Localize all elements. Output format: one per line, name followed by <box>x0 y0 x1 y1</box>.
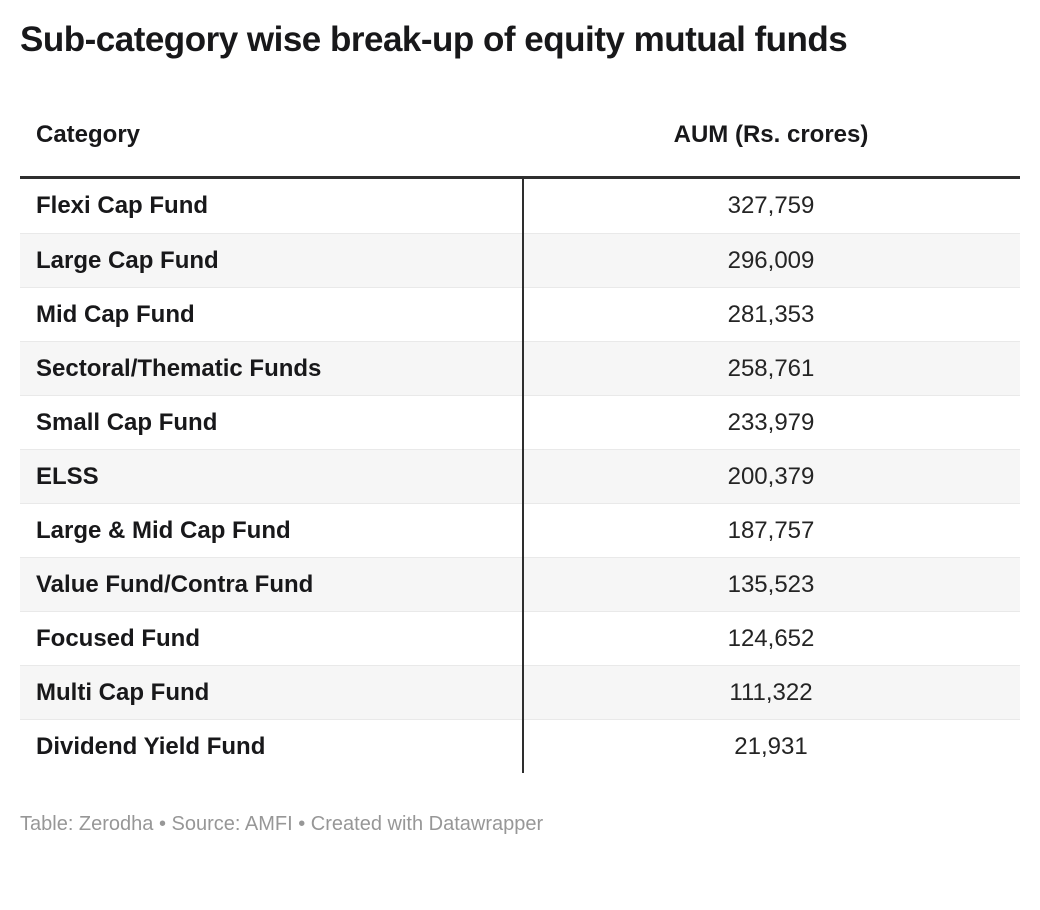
table-header-row: Category AUM (Rs. crores) <box>20 120 1020 179</box>
category-cell: Flexi Cap Fund <box>36 192 209 219</box>
aum-cell: 124,652 <box>727 624 815 652</box>
category-cell: Large Cap Fund <box>36 246 219 274</box>
category-cell: Dividend Yield Fund <box>36 732 266 760</box>
table-row: Multi Cap Fund 111,322 <box>20 665 1020 719</box>
aum-cell: 233,979 <box>727 408 815 436</box>
category-cell: ELSS <box>36 462 99 490</box>
data-table: Category AUM (Rs. crores) Flexi Cap Fund… <box>20 120 1020 773</box>
table-row: Focused Fund 124,652 <box>20 611 1020 665</box>
category-cell: Focused Fund <box>36 624 200 652</box>
table-row: Small Cap Fund 233,979 <box>20 395 1020 449</box>
page-title: Sub-category wise break-up of equity mut… <box>20 20 848 59</box>
column-header-category: Category <box>36 121 141 148</box>
table-row: Flexi Cap Fund 327,759 <box>20 179 1020 233</box>
table-row: Mid Cap Fund 281,353 <box>20 287 1020 341</box>
aum-cell: 327,759 <box>727 192 815 219</box>
table-row: Sectoral/Thematic Funds 258,761 <box>20 341 1020 395</box>
table-row: ELSS 200,379 <box>20 449 1020 503</box>
aum-cell: 296,009 <box>727 246 815 274</box>
attribution-footer: Table: Zerodha • Source: AMFI • Created … <box>20 813 544 835</box>
table-row: Large Cap Fund 296,009 <box>20 233 1020 287</box>
category-cell: Small Cap Fund <box>36 408 218 436</box>
aum-cell: 21,931 <box>734 732 808 760</box>
table-row: Dividend Yield Fund 21,931 <box>20 719 1020 773</box>
aum-cell: 200,379 <box>727 462 815 490</box>
aum-cell: 258,761 <box>727 354 815 382</box>
table-row: Large & Mid Cap Fund 187,757 <box>20 503 1020 557</box>
column-header-aum: AUM (Rs. crores) <box>673 121 869 148</box>
aum-cell: 135,523 <box>727 570 815 598</box>
category-cell: Mid Cap Fund <box>36 300 195 328</box>
category-cell: Sectoral/Thematic Funds <box>36 354 322 382</box>
table-row: Value Fund/Contra Fund 135,523 <box>20 557 1020 611</box>
aum-cell: 187,757 <box>727 516 815 544</box>
category-cell: Multi Cap Fund <box>36 678 210 706</box>
category-cell: Value Fund/Contra Fund <box>36 570 314 598</box>
table-body: Flexi Cap Fund 327,759 Large Cap Fund 29… <box>20 179 1020 773</box>
aum-cell: 281,353 <box>727 300 815 328</box>
category-cell: Large & Mid Cap Fund <box>36 516 291 544</box>
aum-cell: 111,322 <box>729 678 813 706</box>
